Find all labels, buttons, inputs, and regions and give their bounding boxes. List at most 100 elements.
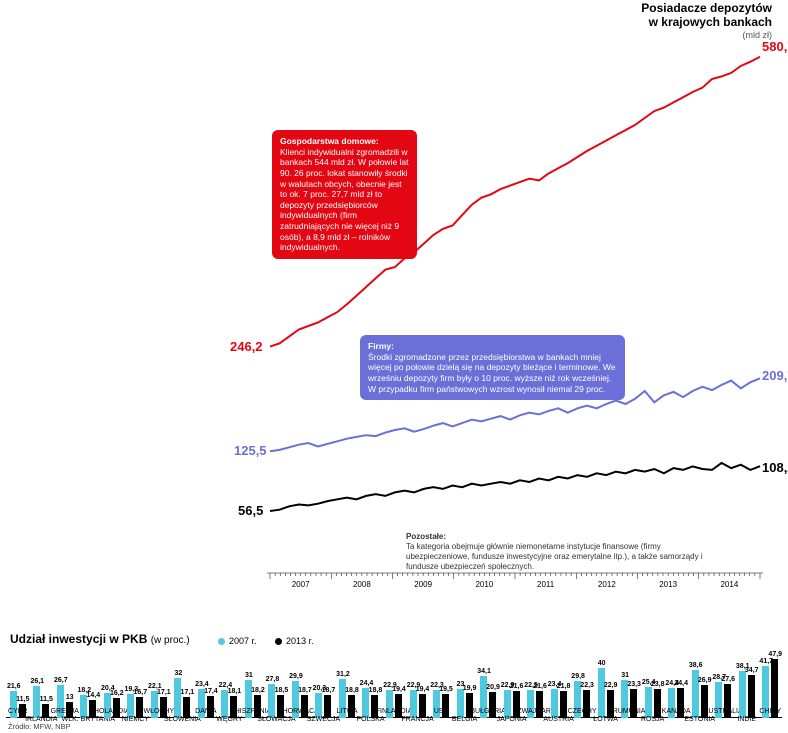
bar-value: 21,6 — [510, 683, 524, 690]
bar-value: 18,2 — [251, 687, 265, 694]
bar-2013 — [183, 697, 190, 718]
value-label: 580,7 — [762, 39, 788, 54]
country-label: FRANCJA — [401, 716, 433, 723]
value-label: 209,7 — [762, 368, 788, 383]
country-label: HOLANDIA — [94, 708, 130, 715]
country-label: HISZPANIA — [235, 708, 271, 715]
bar-value: 21,8 — [557, 683, 571, 690]
bar-value: 31 — [621, 672, 629, 679]
bar-value: 40 — [598, 660, 606, 667]
country-label: ŁOTWA — [593, 716, 618, 723]
country-label: POLSKA — [356, 716, 384, 723]
bar-value: 47,9 — [768, 651, 782, 658]
country-label: KANADA — [662, 708, 691, 715]
country-label: AUSTRALIA — [704, 708, 743, 715]
bar-2007 — [315, 693, 322, 718]
country-label: ESTONIA — [684, 716, 715, 723]
country-label: SZWECJA — [307, 716, 340, 723]
bar-value: 27,8 — [266, 676, 280, 683]
bar-value: 17,1 — [157, 689, 171, 696]
bar-2007 — [598, 668, 605, 718]
bar-value: 19,5 — [439, 686, 453, 693]
bar-2013 — [136, 697, 143, 718]
bar-value: 16,2 — [110, 690, 124, 697]
bar-value: 26,7 — [54, 677, 68, 684]
country-label: FINLANDIA — [376, 708, 413, 715]
bar-value: 22,9 — [604, 682, 618, 689]
x-axis-year: 2012 — [598, 580, 616, 589]
bar-value: 32 — [174, 670, 182, 677]
country-label: CZECHY — [568, 708, 597, 715]
bar-value: 27,6 — [721, 676, 735, 683]
investment-bar-chart: Udział inwestycji w PKB (w proc.) 2007 r… — [0, 608, 788, 733]
x-axis-year: 2014 — [720, 580, 738, 589]
bar-value: 24,4 — [674, 680, 688, 687]
bar-value: 41,7 — [759, 658, 773, 665]
bar-value: 26,1 — [30, 678, 44, 685]
bar-value: 17,4 — [204, 688, 218, 695]
country-label: CHINY — [759, 708, 781, 715]
country-label: BELGIA — [452, 716, 477, 723]
country-label: JAPONIA — [497, 716, 527, 723]
x-axis-year: 2011 — [537, 580, 555, 589]
country-label: GRECJA — [51, 708, 79, 715]
x-axis-year: 2007 — [292, 580, 310, 589]
bar-value: 19,4 — [416, 686, 430, 693]
bar-value: 34,7 — [745, 667, 759, 674]
bar-value: 23,8 — [651, 681, 665, 688]
country-label: LITWA — [336, 708, 357, 715]
bar-2013 — [560, 691, 567, 718]
source-text: Źródło: MFW, NBP — [8, 722, 71, 731]
bars-area: 21,611,5CYPR26,111,5IRLANDIA26,713GRECJA… — [6, 643, 782, 718]
bar-value: 11,5 — [40, 696, 53, 703]
bar-2013 — [419, 694, 426, 718]
bar-value: 14,4 — [86, 692, 100, 699]
bar-2013 — [654, 689, 661, 719]
value-label: 246,2 — [230, 339, 263, 354]
bar-value: 13 — [66, 694, 74, 701]
country-label: RUMUNIA — [613, 708, 646, 715]
bar-2007 — [174, 678, 181, 718]
bar-value: 31 — [245, 672, 253, 679]
country-label: WĘGRY — [216, 716, 242, 723]
country-label: ROSJA — [641, 716, 664, 723]
callout-text: Pozostałe:Ta kategoria obejmuje głównie … — [406, 532, 726, 572]
country-label: INDIE — [737, 716, 756, 723]
bar-value: 18,7 — [298, 687, 312, 694]
bar-value: 18,5 — [275, 687, 289, 694]
country-label: AUSTRIA — [543, 716, 573, 723]
bar-value: 18,8 — [345, 687, 359, 694]
bar-value: 29,8 — [571, 673, 585, 680]
bar-value: 34,1 — [477, 668, 491, 675]
bar-value: 19,4 — [392, 686, 406, 693]
x-axis-year: 2013 — [659, 580, 677, 589]
bar-value: 22,3 — [580, 682, 594, 689]
bar-2007 — [504, 690, 511, 718]
bar-value: 38,6 — [689, 662, 703, 669]
value-label: 125,5 — [234, 443, 267, 458]
bar-2007 — [551, 689, 558, 718]
bar-value: 24,4 — [360, 680, 374, 687]
country-label: BUŁGARIA — [470, 708, 505, 715]
bar-value: 18,7 — [322, 687, 336, 694]
series-line — [270, 463, 760, 511]
bar-value: 19,9 — [463, 685, 477, 692]
bar-2007 — [410, 690, 417, 718]
bar-value: 23,3 — [627, 681, 641, 688]
bar-2013 — [748, 675, 755, 718]
bar-2007 — [645, 687, 652, 718]
callout-box: Gospodarstwa domowe:Klienci indywidualni… — [272, 130, 417, 259]
line-plot-svg: 20072008200920102011201220132014 — [220, 0, 780, 600]
country-label: NIEMCY — [122, 716, 149, 723]
country-label: SŁOWENIA — [164, 716, 201, 723]
bar-value: 23,4 — [195, 681, 209, 688]
bar-value: 20,9 — [486, 684, 500, 691]
bar-2007 — [457, 689, 464, 718]
country-label: USA — [434, 708, 448, 715]
bar-value: 11,5 — [16, 696, 29, 703]
bar-value: 31,2 — [336, 671, 350, 678]
deposits-line-chart: Posiadacze depozytów w krajowych bankach… — [220, 0, 780, 595]
x-axis-year: 2008 — [353, 580, 371, 589]
bar-value: 26,9 — [698, 677, 712, 684]
bar-2007 — [739, 671, 746, 718]
